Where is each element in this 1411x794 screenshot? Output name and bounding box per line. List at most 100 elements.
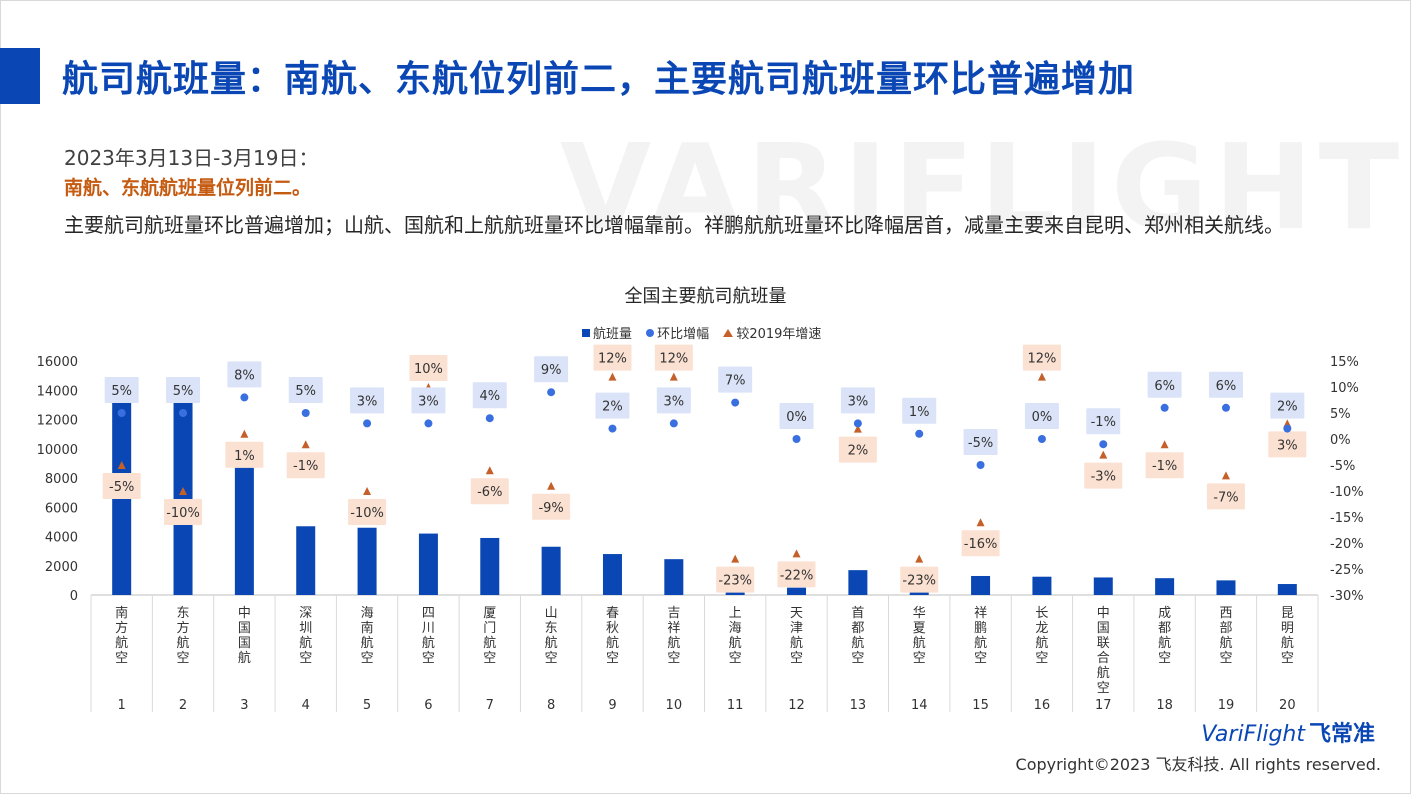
label-bg-vs2019	[164, 499, 203, 525]
label-bg-vs2019	[838, 436, 877, 463]
bar-flights	[173, 397, 193, 595]
y-left-tick-label: 4000	[45, 531, 78, 546]
data-label-mom: 3%	[357, 394, 378, 409]
x-category-label: 吉祥航空	[667, 606, 680, 666]
data-label-mom: -1%	[1091, 415, 1116, 430]
label-bg-vs2019	[961, 530, 1000, 557]
y-right-tick-label: 0%	[1330, 433, 1351, 448]
x-rank-label: 13	[850, 698, 867, 713]
legend-bar-swatch	[582, 328, 590, 337]
marker-mom	[363, 419, 372, 428]
x-rank-label: 6	[424, 698, 432, 713]
marker-mom	[240, 393, 249, 402]
data-label-mom: 6%	[1216, 379, 1237, 394]
x-rank-label: 3	[240, 698, 248, 713]
data-label-mom: 2%	[602, 400, 623, 415]
data-label-mom: 0%	[1032, 410, 1053, 425]
title-accent-bar	[0, 48, 40, 104]
data-label-vs2019: 12%	[1027, 352, 1056, 367]
marker-mom	[179, 409, 188, 417]
label-bg-mom	[656, 387, 691, 414]
legend-item-flights: 航班量	[582, 323, 632, 342]
x-rank-label: 5	[363, 698, 371, 713]
label-bg-vs2019	[470, 478, 509, 505]
bar-flights	[971, 575, 991, 595]
marker-mom	[1283, 424, 1292, 433]
x-category-label: 西部航空	[1219, 606, 1232, 666]
marker-vs2019	[1221, 471, 1230, 480]
bar-flights	[848, 570, 868, 595]
marker-mom	[424, 419, 433, 428]
x-rank-label: 16	[1034, 698, 1051, 713]
bar-flights	[602, 554, 622, 595]
marker-vs2019	[117, 461, 126, 469]
marker-mom	[1099, 440, 1108, 449]
label-bg-vs2019	[1084, 462, 1123, 489]
legend-label: 航班量	[593, 327, 633, 342]
bar-flights	[234, 467, 254, 595]
x-rank-label: 9	[608, 698, 616, 713]
x-rank-label: 12	[788, 698, 805, 713]
x-category-label: 昆明航空	[1281, 606, 1294, 666]
marker-vs2019	[485, 466, 494, 475]
y-left-tick-label: 6000	[45, 501, 78, 516]
label-bg-vs2019	[348, 499, 387, 525]
data-label-mom: -5%	[968, 436, 993, 451]
marker-vs2019	[363, 487, 372, 495]
x-rank-label: 8	[547, 698, 555, 713]
marker-vs2019	[915, 554, 924, 563]
y-left-tick-label: 10000	[37, 443, 78, 458]
label-bg-mom	[350, 387, 385, 414]
label-bg-vs2019	[593, 344, 632, 371]
data-label-mom: 5%	[295, 384, 316, 399]
label-bg-vs2019	[654, 344, 693, 371]
marker-vs2019	[240, 429, 249, 438]
marker-mom	[1160, 403, 1169, 412]
x-rank-label: 14	[911, 698, 928, 713]
data-label-mom: 8%	[234, 368, 255, 383]
x-rank-label: 1	[118, 698, 126, 713]
label-bg-vs2019	[286, 452, 325, 479]
x-category-label: 厦门航空	[483, 606, 496, 666]
marker-vs2019	[1160, 440, 1169, 449]
date-range-text: 2023年3月13日-3月19日：	[64, 146, 319, 170]
x-rank-label: 18	[1156, 698, 1173, 713]
brand-name-cn: 飞常准	[1308, 722, 1375, 747]
bar-flights	[664, 559, 684, 595]
marker-mom	[608, 424, 617, 433]
marker-mom	[976, 461, 985, 469]
marker-vs2019	[731, 554, 740, 563]
chart-legend: 航班量 环比增幅 较2019年增速	[582, 323, 831, 342]
data-label-mom: 0%	[786, 410, 807, 425]
y-left-tick-label: 8000	[45, 472, 78, 487]
label-bg-mom	[718, 366, 753, 393]
summary-text: 主要航司航班量环比普遍增加；山航、国航和上航航班量环比增幅靠前。祥鹏航航班量环比…	[64, 213, 1284, 237]
label-bg-vs2019	[777, 561, 816, 588]
label-bg-vs2019	[225, 441, 264, 468]
x-category-label: 春秋航空	[606, 606, 619, 666]
bar-flights	[541, 546, 561, 595]
data-label-mom: 9%	[541, 363, 562, 378]
x-rank-label: 20	[1279, 698, 1296, 713]
bar-flights	[1216, 580, 1236, 595]
brand-logo: VariFlight 飞常准	[1201, 716, 1375, 748]
marker-mom	[117, 409, 126, 417]
data-label-mom: 6%	[1154, 379, 1175, 394]
y-right-tick-label: -10%	[1330, 485, 1364, 500]
highlight-text: 南航、东航航班量位列前二。	[64, 177, 312, 199]
x-rank-label: 4	[302, 698, 310, 713]
data-label-vs2019: -10%	[350, 506, 384, 521]
data-label-vs2019: -10%	[166, 506, 200, 521]
label-bg-mom	[227, 361, 262, 388]
data-label-vs2019: 12%	[598, 352, 627, 367]
data-label-mom: 7%	[725, 374, 746, 389]
x-category-label: 东方航空	[177, 606, 190, 666]
marker-vs2019	[547, 481, 556, 490]
x-category-label: 四川航空	[422, 606, 435, 666]
label-bg-mom	[1024, 403, 1059, 429]
brand-name: VariFlight	[1201, 722, 1305, 747]
data-label-vs2019: -16%	[964, 537, 998, 552]
legend-item-mom: 环比增幅	[646, 323, 709, 342]
label-bg-vs2019	[1206, 483, 1245, 510]
x-category-label: 长龙航空	[1035, 606, 1048, 666]
